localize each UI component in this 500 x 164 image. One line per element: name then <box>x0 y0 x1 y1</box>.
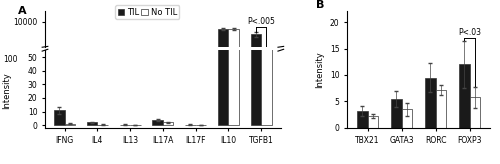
Bar <box>152 120 163 125</box>
Bar <box>163 123 173 125</box>
Bar <box>436 90 446 128</box>
Bar <box>218 29 228 72</box>
Bar <box>54 110 64 125</box>
Bar <box>218 0 228 125</box>
Bar <box>98 124 108 125</box>
Bar <box>64 124 75 125</box>
Bar <box>356 111 368 128</box>
Bar <box>470 97 480 128</box>
Bar <box>390 99 402 128</box>
Y-axis label: Intensity: Intensity <box>316 51 324 88</box>
Text: 100: 100 <box>4 55 18 64</box>
Bar <box>87 123 98 125</box>
Text: Intensity: Intensity <box>2 72 12 109</box>
Bar <box>228 0 239 125</box>
Text: P<.005: P<.005 <box>247 17 275 26</box>
Bar <box>261 0 272 125</box>
Text: B: B <box>316 0 324 10</box>
Text: P<.03: P<.03 <box>458 28 481 37</box>
Bar <box>261 64 272 72</box>
Bar <box>185 124 196 125</box>
Bar <box>424 78 436 128</box>
Bar <box>402 109 412 128</box>
Bar <box>368 116 378 128</box>
Bar <box>250 0 261 125</box>
Text: A: A <box>18 6 26 16</box>
Legend: TIL, No TIL: TIL, No TIL <box>115 5 180 19</box>
Bar <box>458 64 469 128</box>
Bar <box>250 34 261 72</box>
Bar <box>120 124 130 125</box>
Bar <box>228 29 239 72</box>
